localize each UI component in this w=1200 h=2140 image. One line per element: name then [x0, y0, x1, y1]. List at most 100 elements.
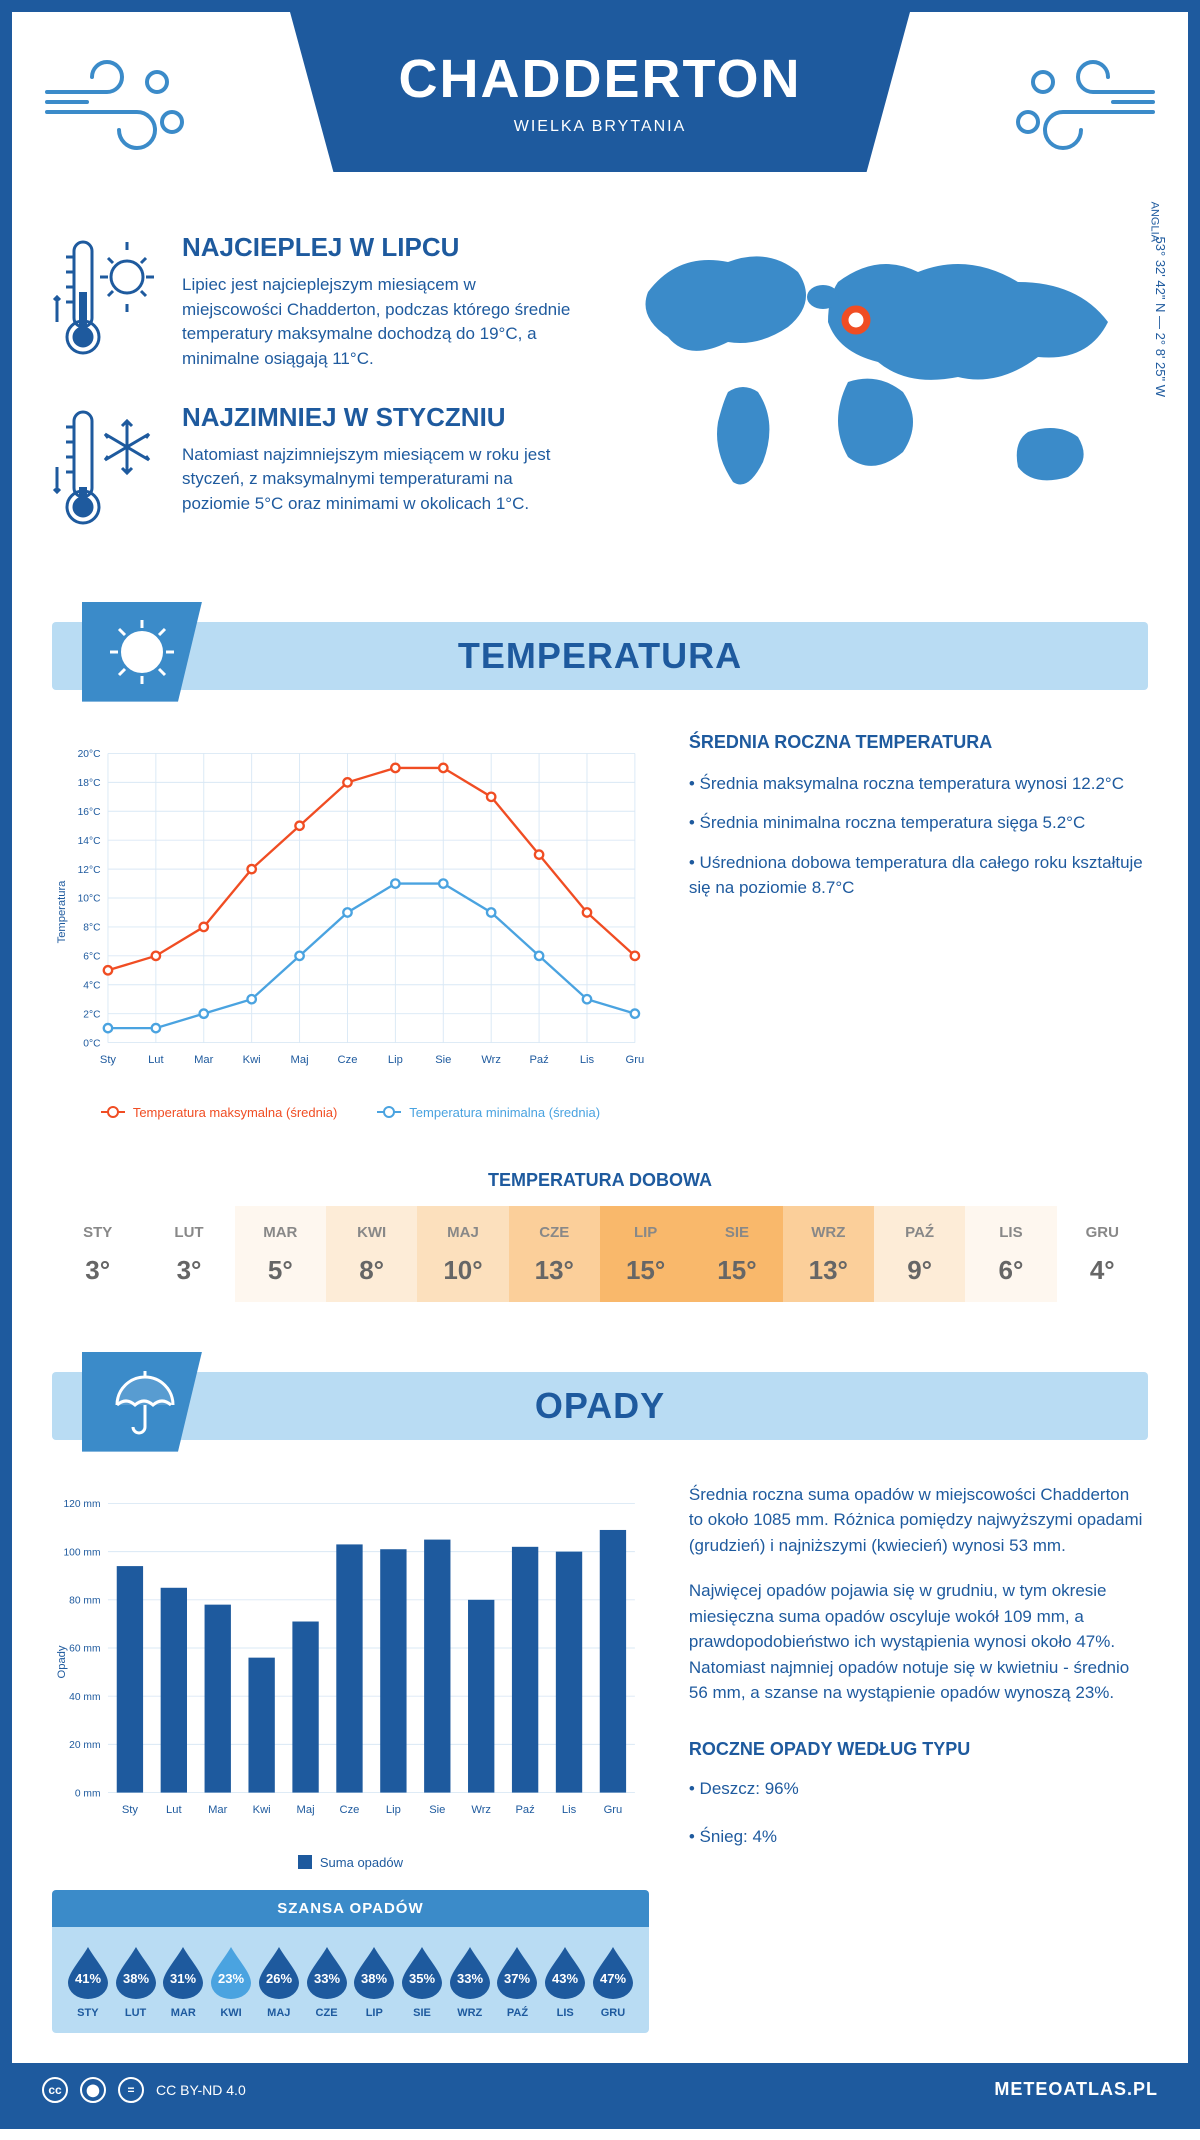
svg-text:Gru: Gru — [604, 1804, 623, 1816]
temperature-summary: ŚREDNIA ROCZNA TEMPERATURA • Średnia mak… — [689, 732, 1148, 1120]
daily-temp-cell: MAR5° — [235, 1206, 326, 1302]
svg-text:20 mm: 20 mm — [69, 1740, 100, 1751]
header: CHADDERTON WIELKA BRYTANIA — [12, 12, 1188, 212]
daily-temp-cell: STY3° — [52, 1206, 143, 1302]
svg-text:Wrz: Wrz — [471, 1804, 491, 1816]
svg-text:Paź: Paź — [515, 1804, 535, 1816]
sun-icon — [107, 617, 177, 687]
intro-section: NAJCIEPLEJ W LIPCU Lipiec jest najcieple… — [12, 212, 1188, 602]
daily-temp-cell: LIP15° — [600, 1206, 691, 1302]
chance-drop: 31% MAR — [161, 1945, 205, 2019]
prec-type-heading: ROCZNE OPADY WEDŁUG TYPU — [689, 1736, 1148, 1763]
thermometer-hot-icon — [52, 232, 162, 362]
prec-type: ROCZNE OPADY WEDŁUG TYPU • Deszcz: 96% •… — [689, 1736, 1148, 1853]
wind-icon — [1008, 52, 1158, 152]
precipitation-heading: OPADY — [535, 1385, 665, 1427]
chance-drop: 38% LIP — [352, 1945, 396, 2019]
temperature-heading: TEMPERATURA — [458, 635, 742, 677]
svg-text:4°C: 4°C — [83, 980, 101, 991]
coordinates: 53° 32' 42" N — 2° 8' 25" W — [1153, 236, 1168, 396]
chance-drop: 37% PAŹ — [495, 1945, 539, 2019]
chance-drop: 33% WRZ — [448, 1945, 492, 2019]
by-icon: ⬤ — [80, 2077, 106, 2103]
daily-temp-cell: CZE13° — [509, 1206, 600, 1302]
svg-text:Kwi: Kwi — [243, 1054, 261, 1066]
svg-text:33%: 33% — [314, 1971, 340, 1986]
temp-chart-legend: Temperatura maksymalna (średnia) Tempera… — [52, 1105, 649, 1120]
svg-text:26%: 26% — [266, 1971, 292, 1986]
umbrella-icon — [107, 1367, 177, 1437]
chance-drop: 33% CZE — [305, 1945, 349, 2019]
hottest-text: Lipiec jest najcieplejszym miesiącem w m… — [182, 273, 578, 372]
svg-text:120 mm: 120 mm — [63, 1499, 100, 1510]
coldest-title: NAJZIMNIEJ W STYCZNIU — [182, 402, 578, 433]
chance-drop: 23% KWI — [209, 1945, 253, 2019]
chance-drop: 41% STY — [66, 1945, 110, 2019]
city-name: CHADDERTON — [398, 48, 801, 110]
precipitation-bar-chart: 0 mm20 mm40 mm60 mm80 mm100 mm120 mmOpad… — [52, 1482, 649, 1842]
hottest-title: NAJCIEPLEJ W LIPCU — [182, 232, 578, 263]
svg-text:80 mm: 80 mm — [69, 1595, 100, 1606]
prec-type-snow: • Śnieg: 4% — [689, 1823, 1148, 1852]
svg-text:Lis: Lis — [580, 1054, 595, 1066]
svg-text:60 mm: 60 mm — [69, 1643, 100, 1654]
prec-type-rain: • Deszcz: 96% — [689, 1775, 1148, 1804]
daily-temp-cell: WRZ13° — [783, 1206, 874, 1302]
site-name: METEOATLAS.PL — [994, 2079, 1158, 2100]
country-name: WIELKA BRYTANIA — [514, 118, 687, 136]
svg-text:Gru: Gru — [626, 1054, 645, 1066]
wind-icon — [42, 52, 192, 152]
svg-text:8°C: 8°C — [83, 922, 101, 933]
svg-text:6°C: 6°C — [83, 951, 101, 962]
svg-text:41%: 41% — [75, 1971, 101, 1986]
svg-text:100 mm: 100 mm — [63, 1547, 100, 1558]
daily-temp-cell: MAJ10° — [417, 1206, 508, 1302]
temp-summary-heading: ŚREDNIA ROCZNA TEMPERATURA — [689, 732, 1148, 753]
svg-text:23%: 23% — [218, 1971, 244, 1986]
svg-text:20°C: 20°C — [78, 749, 102, 760]
svg-text:Lut: Lut — [148, 1054, 164, 1066]
svg-text:35%: 35% — [409, 1971, 435, 1986]
svg-text:Mar: Mar — [194, 1054, 214, 1066]
temp-summary-b3: • Uśredniona dobowa temperatura dla całe… — [689, 850, 1148, 901]
svg-text:Lip: Lip — [386, 1804, 401, 1816]
svg-text:18°C: 18°C — [78, 778, 102, 789]
svg-text:33%: 33% — [457, 1971, 483, 1986]
svg-text:10°C: 10°C — [78, 893, 102, 904]
svg-text:40 mm: 40 mm — [69, 1691, 100, 1702]
chance-panel: SZANSA OPADÓW 41% STY 38% LUT 31% MAR 23… — [52, 1890, 649, 2033]
daily-temp-cell: GRU4° — [1057, 1206, 1148, 1302]
svg-text:Lis: Lis — [562, 1804, 577, 1816]
temp-summary-b1: • Średnia maksymalna roczna temperatura … — [689, 771, 1148, 797]
daily-temp-cell: SIE15° — [691, 1206, 782, 1302]
svg-text:2°C: 2°C — [83, 1009, 101, 1020]
coldest-text: Natomiast najzimniejszym miesiącem w rok… — [182, 443, 578, 517]
svg-text:Cze: Cze — [340, 1804, 360, 1816]
daily-temp-table: STY3°LUT3°MAR5°KWI8°MAJ10°CZE13°LIP15°SI… — [52, 1206, 1148, 1302]
title-banner: CHADDERTON WIELKA BRYTANIA — [290, 12, 910, 172]
chance-drop: 47% GRU — [591, 1945, 635, 2019]
svg-text:Temperatura: Temperatura — [56, 879, 68, 943]
precipitation-section-header: OPADY — [52, 1352, 1148, 1452]
license-text: CC BY-ND 4.0 — [156, 2082, 246, 2098]
temperature-line-chart: 0°C2°C4°C6°C8°C10°C12°C14°C16°C18°C20°CS… — [52, 732, 649, 1092]
svg-text:38%: 38% — [361, 1971, 387, 1986]
temp-summary-b2: • Średnia minimalna roczna temperatura s… — [689, 810, 1148, 836]
daily-temp-cell: KWI8° — [326, 1206, 417, 1302]
daily-temp-cell: LUT3° — [143, 1206, 234, 1302]
svg-text:Lip: Lip — [388, 1054, 403, 1066]
svg-text:Mar: Mar — [208, 1804, 228, 1816]
svg-text:43%: 43% — [552, 1971, 578, 1986]
world-map-icon — [608, 232, 1148, 522]
prec-chart-legend: Suma opadów — [52, 1855, 649, 1870]
svg-text:0°C: 0°C — [83, 1038, 101, 1049]
svg-text:37%: 37% — [504, 1971, 530, 1986]
svg-text:Wrz: Wrz — [481, 1054, 501, 1066]
svg-text:Lut: Lut — [166, 1804, 182, 1816]
svg-text:Sty: Sty — [122, 1804, 139, 1816]
footer: cc ⬤ = CC BY-ND 4.0 METEOATLAS.PL — [12, 2063, 1188, 2117]
svg-text:Opady: Opady — [56, 1645, 68, 1678]
chance-drop: 38% LUT — [114, 1945, 158, 2019]
daily-temp-heading: TEMPERATURA DOBOWA — [12, 1170, 1188, 1191]
svg-text:Paź: Paź — [529, 1054, 549, 1066]
